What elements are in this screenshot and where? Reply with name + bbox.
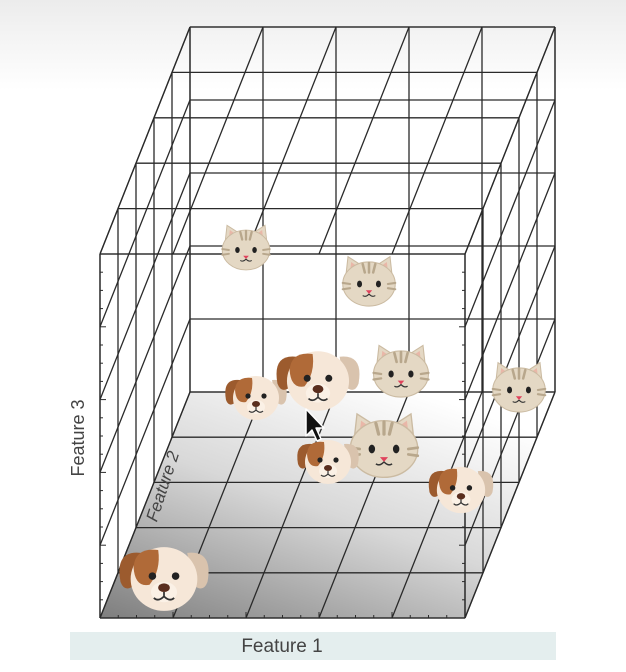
dog-face-icon — [119, 547, 209, 611]
right-wall-grid-line — [464, 245, 556, 473]
left-wall-grid-line — [99, 26, 191, 255]
cat-face-icon — [341, 255, 397, 307]
right-wall-grid-line — [464, 99, 556, 328]
data-points — [119, 224, 547, 611]
right-wall-grid-line — [464, 172, 556, 400]
right-wall-grid-line — [464, 26, 556, 255]
right-wall-grid-line — [464, 318, 556, 546]
left-wall-grid-line — [99, 172, 191, 400]
x-axis-caption-band — [70, 632, 556, 660]
dog-face-icon — [297, 440, 359, 484]
cat-face-icon — [348, 412, 420, 479]
cat-face-icon — [491, 361, 547, 413]
floor-plane — [100, 392, 555, 618]
dog-face-icon — [276, 351, 360, 411]
left-wall-grid-line — [99, 245, 191, 473]
top-grid-line — [245, 26, 337, 255]
top-grid-line — [318, 26, 410, 255]
cat-face-icon — [372, 344, 430, 398]
floor-grid-line — [464, 391, 556, 619]
top-grid-line — [391, 26, 483, 255]
dog-face-icon — [428, 466, 494, 514]
floor-grid-line — [391, 391, 483, 619]
x-axis-label: Feature 1 — [241, 636, 322, 657]
z-axis-label: Feature 3 — [68, 399, 88, 476]
cat-face-icon — [221, 224, 271, 271]
top-grid-line — [172, 26, 264, 255]
floor-grid-line — [245, 391, 337, 619]
mouse-pointer-icon — [305, 408, 325, 442]
left-wall-grid-line — [99, 318, 191, 546]
left-wall-grid-line — [99, 391, 191, 619]
left-wall-grid-line — [99, 99, 191, 328]
